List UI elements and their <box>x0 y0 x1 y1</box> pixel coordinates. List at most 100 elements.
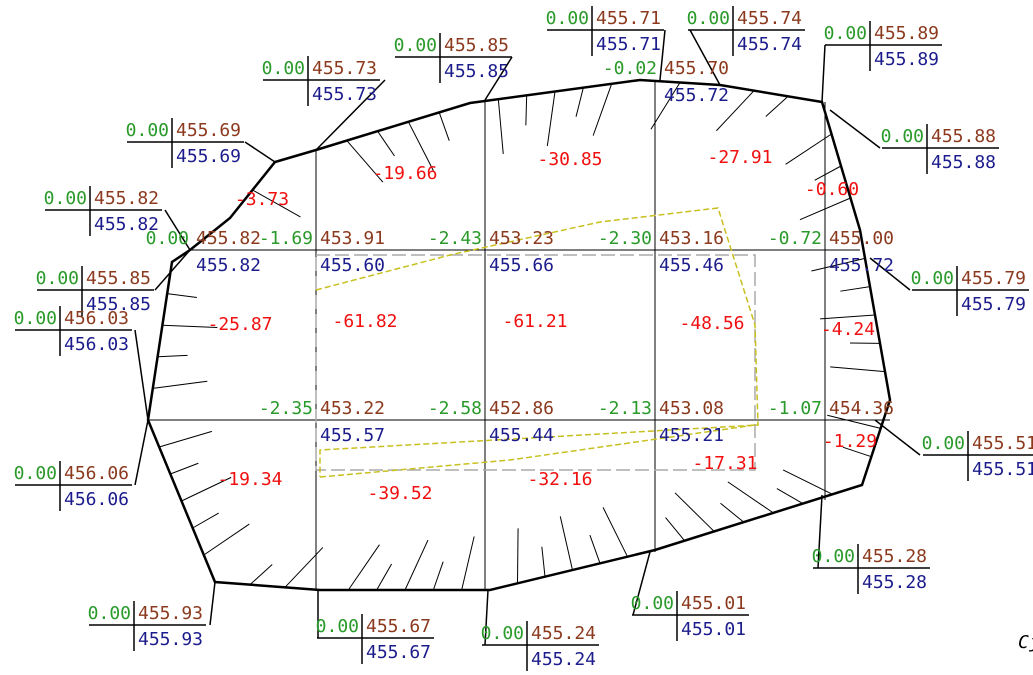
cut-value: -1.69 <box>259 228 313 249</box>
leader <box>315 79 386 151</box>
leader <box>484 589 489 646</box>
existing-elevation: 455.24 <box>531 649 596 670</box>
cut-value: 0.00 <box>394 35 437 56</box>
volume-label: -25.87 <box>207 314 272 335</box>
hatch-line <box>827 414 881 429</box>
design-elevation: 455.28 <box>862 546 927 567</box>
hatch-line <box>589 534 601 564</box>
design-elevation: 455.51 <box>972 433 1033 454</box>
cut-value: 0.00 <box>687 8 730 29</box>
cut-value: -2.35 <box>259 398 313 419</box>
cut-value: -2.30 <box>598 228 652 249</box>
hatch-line <box>842 446 872 458</box>
hatch-line <box>820 314 876 320</box>
cut-value: 0.00 <box>262 58 305 79</box>
cut-value: 0.00 <box>911 268 954 289</box>
design-elevation: 454.36 <box>829 398 894 419</box>
cut-value: -0.72 <box>768 228 822 249</box>
hatch-line <box>192 512 219 529</box>
leader <box>134 419 149 486</box>
existing-elevation: 455.46 <box>659 255 724 276</box>
design-elevation: 453.16 <box>659 228 724 249</box>
hatch-line <box>346 140 384 183</box>
hatch-line <box>159 430 213 448</box>
leader <box>659 29 666 81</box>
hatch-line <box>517 528 519 584</box>
volume-label: -19.66 <box>372 163 437 184</box>
hatch-line <box>203 523 250 556</box>
boundary <box>146 78 892 592</box>
existing-elevation: 455.51 <box>972 459 1033 480</box>
existing-elevation: 455.72 <box>664 85 729 106</box>
hatch-line <box>525 95 528 126</box>
design-elevation: 455.85 <box>444 35 509 56</box>
hatch-line <box>249 564 273 586</box>
hatch-line <box>776 488 804 505</box>
leader <box>689 29 721 86</box>
leader <box>874 419 921 456</box>
design-elevation: 455.89 <box>874 23 939 44</box>
leader <box>829 109 881 149</box>
volume-label: -4.24 <box>821 319 875 340</box>
design-elevation: 455.88 <box>931 126 996 147</box>
existing-elevation: 455.82 <box>94 214 159 235</box>
hatch-line <box>715 90 755 132</box>
note: Cj <box>1018 632 1033 653</box>
hatch-line <box>575 87 584 117</box>
design-elevation: 455.70 <box>664 58 729 79</box>
hatch-line <box>377 130 395 157</box>
leader <box>154 249 191 291</box>
design-area <box>315 254 756 471</box>
existing-elevation: 455.82 <box>196 255 261 276</box>
design-elevation: 455.74 <box>737 8 802 29</box>
cut-value: -2.43 <box>428 228 482 249</box>
cut-value: 0.00 <box>14 308 57 329</box>
design-elevation: 455.01 <box>681 593 746 614</box>
cut-value: 0.00 <box>812 546 855 567</box>
hatch-line <box>432 561 444 591</box>
cut-value: 0.00 <box>824 23 867 44</box>
leader <box>244 141 276 163</box>
existing-elevation: 455.66 <box>489 255 554 276</box>
zero-line <box>319 424 756 478</box>
hatch-line <box>799 197 851 221</box>
hatch-line <box>347 544 380 591</box>
design-elevation: 453.91 <box>320 228 385 249</box>
cut-value: 0.00 <box>922 433 965 454</box>
leader <box>817 494 823 569</box>
hatch-line <box>497 99 504 154</box>
existing-elevation: 455.85 <box>86 294 151 315</box>
volume-label: -17.31 <box>692 453 757 474</box>
hatch-line <box>592 83 613 136</box>
slope-hatch <box>152 82 886 591</box>
cut-value: 0.00 <box>631 593 674 614</box>
existing-elevation: 455.28 <box>862 572 927 593</box>
design-elevation: 455.00 <box>829 228 894 249</box>
leader <box>632 551 651 616</box>
existing-elevation: 455.01 <box>681 619 746 640</box>
hatch-line <box>162 324 218 328</box>
design-elevation: 455.79 <box>961 268 1026 289</box>
design-elevation: 456.03 <box>64 308 129 329</box>
design-elevation: 455.82 <box>196 228 261 249</box>
design-elevation: 453.22 <box>320 398 385 419</box>
volume-label: -27.91 <box>707 147 772 168</box>
hatch-line <box>546 91 556 147</box>
existing-elevation: 455.69 <box>176 146 241 167</box>
existing-elevation: 455.93 <box>138 629 203 650</box>
design-elevation: 453.23 <box>489 228 554 249</box>
volume-label: -30.85 <box>537 149 602 170</box>
volume-label: -19.34 <box>217 469 282 490</box>
hatch-line <box>167 293 198 299</box>
hatch-line <box>674 492 715 532</box>
hatch-line <box>830 366 886 373</box>
volume-label: -61.82 <box>332 311 397 332</box>
cut-value: 0.00 <box>126 120 169 141</box>
cut-value: -1.07 <box>768 398 822 419</box>
hatch-line <box>152 380 208 389</box>
hatch-line <box>782 469 833 495</box>
volume-label: -3.73 <box>235 189 289 210</box>
hatch-line <box>170 462 199 475</box>
cut-value: 0.00 <box>146 228 189 249</box>
leader <box>821 44 826 103</box>
